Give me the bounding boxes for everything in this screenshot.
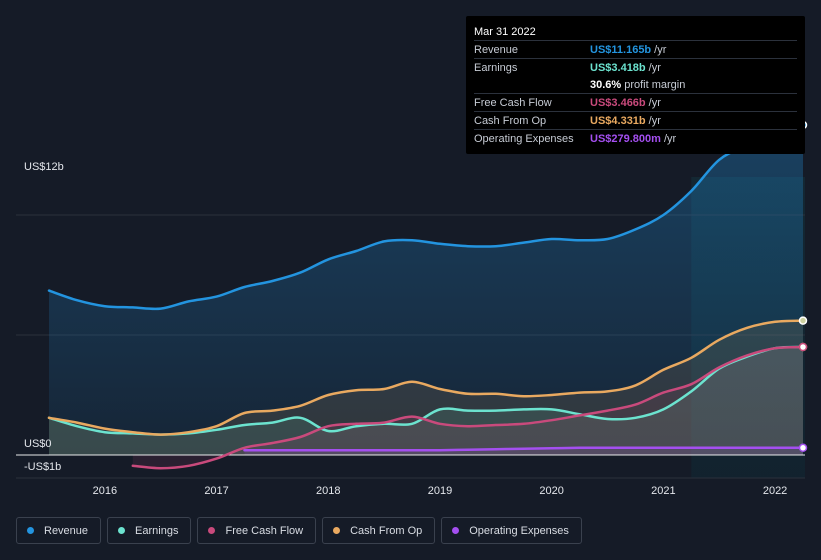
cash-from-op-line	[47, 319, 805, 436]
legend: Revenue Earnings Free Cash Flow Cash From O…	[16, 517, 582, 546]
x-tick-label-2019: 2019	[428, 485, 452, 497]
tooltip-row-operating-expenses: Operating Expenses US$279.800m/yr	[474, 129, 797, 147]
earnings-area	[49, 347, 803, 455]
tooltip-row-value: US$4.331b	[590, 114, 646, 127]
x-tick-label-2021: 2021	[651, 485, 675, 497]
legend-item-earnings[interactable]: Earnings	[107, 517, 192, 544]
operating-expenses-area	[244, 447, 804, 455]
legend-item-label: Free Cash Flow	[225, 524, 304, 537]
y-axis-label-bottom: -US$1b	[24, 461, 61, 473]
tooltip-row-label: Operating Expenses	[474, 132, 574, 145]
x-tick-label-2020: 2020	[539, 485, 563, 497]
legend-item-label: Cash From Op	[350, 524, 423, 537]
tooltip-row-unit: /yr	[648, 96, 661, 109]
tooltip-row-earnings: Earnings US$3.418b/yr	[474, 58, 797, 76]
tooltip-row-value: US$11.165b	[590, 43, 652, 56]
tooltip: Mar 31 2022 Revenue US$11.165b/yr Earnings…	[466, 16, 805, 154]
y-axis-label-top: US$12b	[24, 161, 64, 173]
x-tick-label-2017: 2017	[204, 485, 228, 497]
tooltip-date: Mar 31 2022	[474, 26, 536, 38]
x-tick-label-2018: 2018	[316, 485, 340, 497]
legend-dot-icon	[333, 527, 341, 534]
tooltip-row-value: US$279.800m	[590, 132, 661, 145]
revenue-line	[47, 123, 805, 311]
legend-item-operating-expenses[interactable]: Operating Expenses	[441, 517, 582, 544]
tooltip-row-free-cash-flow: Free Cash Flow US$3.466b/yr	[474, 93, 797, 111]
legend-item-label: Revenue	[44, 524, 89, 537]
tooltip-row-value: US$3.466b	[590, 96, 646, 109]
tooltip-row-label: Cash From Op	[474, 114, 547, 127]
legend-item-free-cash-flow[interactable]: Free Cash Flow	[197, 517, 317, 544]
tooltip-row-profit-margin: 30.6% profit margin	[474, 76, 797, 93]
tooltip-row-value: 30.6%	[590, 78, 622, 91]
tooltip-row-unit: /yr	[648, 61, 661, 74]
revenue-area	[49, 125, 803, 455]
legend-item-cash-from-op[interactable]: Cash From Op	[322, 517, 436, 544]
legend-dot-icon	[452, 527, 460, 534]
legend-item-revenue[interactable]: Revenue	[16, 517, 102, 544]
legend-item-label: Earnings	[135, 524, 179, 537]
tooltip-row-cash-from-op: Cash From Op US$4.331b/yr	[474, 111, 797, 129]
tooltip-row-label: Revenue	[474, 43, 519, 56]
operating-expenses-line	[243, 446, 805, 452]
legend-dot-icon	[118, 527, 126, 534]
free-cash-flow-end-point	[798, 342, 808, 352]
cash-from-op-area	[49, 320, 803, 455]
y-axis-label-zero: US$0	[24, 438, 52, 450]
legend-dot-icon	[27, 527, 34, 534]
tooltip-row-unit: /yr	[648, 114, 661, 127]
tooltip-row-label: Earnings	[474, 61, 518, 74]
x-tick-label-2016: 2016	[93, 485, 117, 497]
tooltip-row-unit: /yr	[663, 132, 677, 145]
operating-expenses-end-point	[798, 443, 808, 453]
tooltip-row-value: US$3.418b	[590, 61, 646, 74]
legend-dot-icon	[208, 527, 216, 534]
tooltip-row-label: Free Cash Flow	[474, 96, 552, 109]
tooltip-row-unit: /yr	[654, 43, 667, 56]
tooltip-row-unit: profit margin	[624, 78, 686, 91]
tooltip-row-revenue: Revenue US$11.165b/yr	[474, 40, 797, 58]
legend-item-label: Operating Expenses	[469, 524, 569, 537]
cash-from-op-end-point	[798, 316, 808, 325]
x-tick-label-2022: 2022	[763, 485, 787, 497]
free-cash-flow-line	[131, 345, 805, 470]
